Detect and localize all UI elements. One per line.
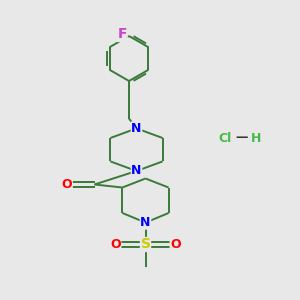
Text: N: N bbox=[131, 164, 142, 178]
Text: S: S bbox=[140, 238, 151, 251]
Text: O: O bbox=[110, 238, 121, 251]
Text: O: O bbox=[61, 178, 72, 191]
Text: O: O bbox=[170, 238, 181, 251]
Text: N: N bbox=[140, 216, 151, 229]
Text: —: — bbox=[235, 131, 248, 145]
Text: H: H bbox=[251, 131, 262, 145]
Text: F: F bbox=[118, 28, 127, 41]
Text: N: N bbox=[131, 122, 142, 135]
Text: Cl: Cl bbox=[218, 131, 232, 145]
